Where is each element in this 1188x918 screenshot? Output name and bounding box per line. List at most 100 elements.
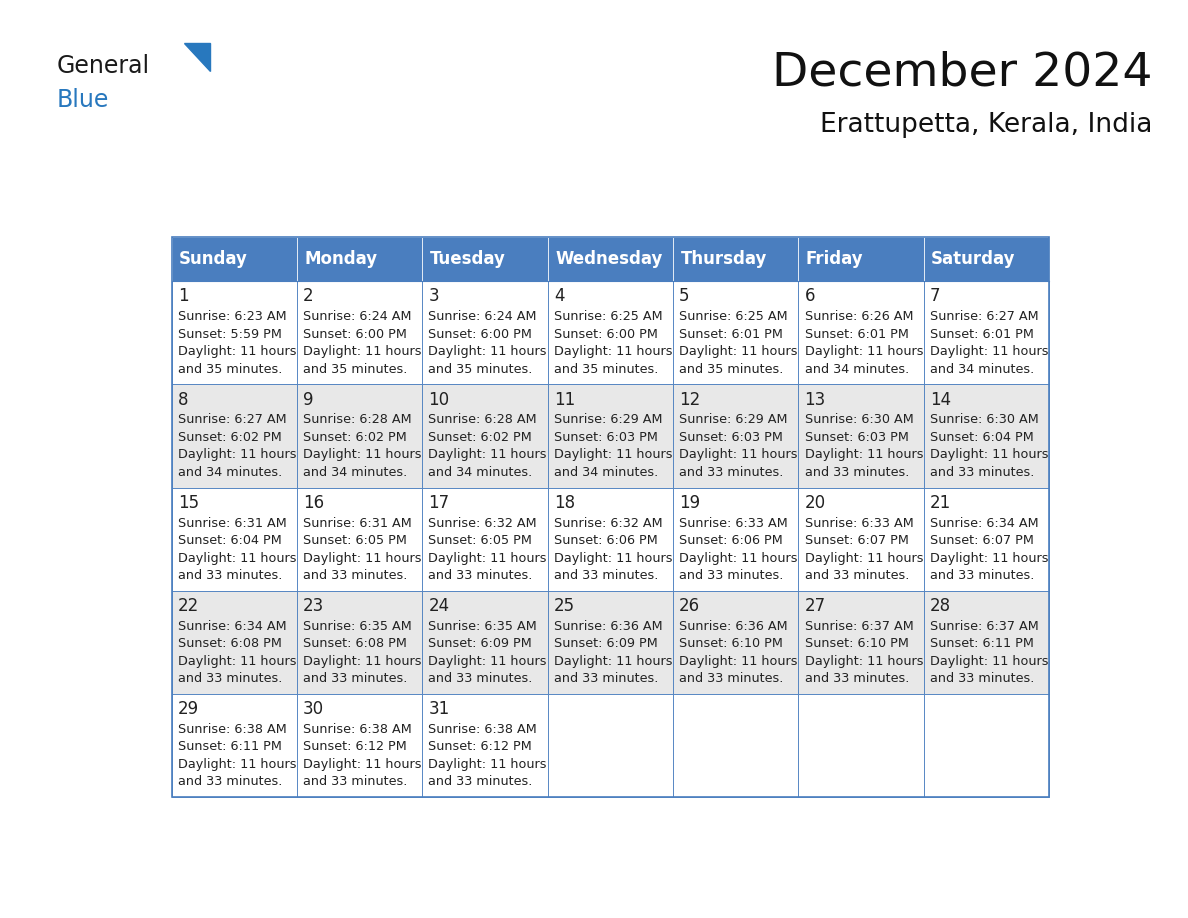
Text: 16: 16 (303, 494, 324, 512)
Text: Sunrise: 6:24 AM
Sunset: 6:00 PM
Daylight: 11 hours
and 35 minutes.: Sunrise: 6:24 AM Sunset: 6:00 PM Dayligh… (303, 310, 422, 375)
Text: General: General (57, 54, 150, 78)
Text: 12: 12 (680, 391, 701, 409)
Text: Sunrise: 6:36 AM
Sunset: 6:09 PM
Daylight: 11 hours
and 33 minutes.: Sunrise: 6:36 AM Sunset: 6:09 PM Dayligh… (554, 620, 672, 685)
Bar (798, 238, 923, 281)
Text: 9: 9 (303, 391, 314, 409)
Text: Sunrise: 6:24 AM
Sunset: 6:00 PM
Daylight: 11 hours
and 35 minutes.: Sunrise: 6:24 AM Sunset: 6:00 PM Dayligh… (429, 310, 546, 375)
Text: Sunrise: 6:32 AM
Sunset: 6:05 PM
Daylight: 11 hours
and 33 minutes.: Sunrise: 6:32 AM Sunset: 6:05 PM Dayligh… (429, 517, 546, 582)
Bar (422, 487, 548, 591)
Bar (548, 694, 672, 797)
Text: 14: 14 (930, 391, 950, 409)
Text: Sunrise: 6:25 AM
Sunset: 6:00 PM
Daylight: 11 hours
and 35 minutes.: Sunrise: 6:25 AM Sunset: 6:00 PM Dayligh… (554, 310, 672, 375)
Bar (923, 487, 1049, 591)
Bar (422, 281, 548, 385)
Bar (422, 238, 548, 281)
Text: Sunday: Sunday (179, 251, 248, 268)
Bar (672, 487, 798, 591)
Bar (171, 238, 297, 281)
Bar (297, 385, 422, 487)
Text: 22: 22 (178, 597, 200, 615)
Bar (171, 694, 297, 797)
Text: Sunrise: 6:31 AM
Sunset: 6:04 PM
Daylight: 11 hours
and 33 minutes.: Sunrise: 6:31 AM Sunset: 6:04 PM Dayligh… (178, 517, 296, 582)
Bar (171, 487, 297, 591)
Bar (798, 487, 923, 591)
Text: Sunrise: 6:36 AM
Sunset: 6:10 PM
Daylight: 11 hours
and 33 minutes.: Sunrise: 6:36 AM Sunset: 6:10 PM Dayligh… (680, 620, 797, 685)
Text: Sunrise: 6:29 AM
Sunset: 6:03 PM
Daylight: 11 hours
and 34 minutes.: Sunrise: 6:29 AM Sunset: 6:03 PM Dayligh… (554, 413, 672, 479)
Text: Saturday: Saturday (931, 251, 1016, 268)
Bar (422, 694, 548, 797)
Bar (798, 281, 923, 385)
Text: 20: 20 (804, 494, 826, 512)
Text: Sunrise: 6:33 AM
Sunset: 6:07 PM
Daylight: 11 hours
and 33 minutes.: Sunrise: 6:33 AM Sunset: 6:07 PM Dayligh… (804, 517, 923, 582)
Text: Sunrise: 6:31 AM
Sunset: 6:05 PM
Daylight: 11 hours
and 33 minutes.: Sunrise: 6:31 AM Sunset: 6:05 PM Dayligh… (303, 517, 422, 582)
Bar (923, 281, 1049, 385)
Text: 30: 30 (303, 700, 324, 718)
Text: Sunrise: 6:33 AM
Sunset: 6:06 PM
Daylight: 11 hours
and 33 minutes.: Sunrise: 6:33 AM Sunset: 6:06 PM Dayligh… (680, 517, 797, 582)
Text: 6: 6 (804, 287, 815, 306)
Text: Sunrise: 6:28 AM
Sunset: 6:02 PM
Daylight: 11 hours
and 34 minutes.: Sunrise: 6:28 AM Sunset: 6:02 PM Dayligh… (429, 413, 546, 479)
Bar (297, 694, 422, 797)
Text: 29: 29 (178, 700, 198, 718)
Text: 15: 15 (178, 494, 198, 512)
Text: Sunrise: 6:37 AM
Sunset: 6:10 PM
Daylight: 11 hours
and 33 minutes.: Sunrise: 6:37 AM Sunset: 6:10 PM Dayligh… (804, 620, 923, 685)
Bar (297, 281, 422, 385)
Bar (798, 385, 923, 487)
Text: 24: 24 (429, 597, 449, 615)
Text: 8: 8 (178, 391, 188, 409)
Bar (672, 385, 798, 487)
Text: 4: 4 (554, 287, 564, 306)
Bar (923, 694, 1049, 797)
Bar (923, 238, 1049, 281)
Text: 18: 18 (554, 494, 575, 512)
Bar (548, 238, 672, 281)
Bar (297, 591, 422, 694)
Text: 25: 25 (554, 597, 575, 615)
Text: Wednesday: Wednesday (555, 251, 663, 268)
Text: Sunrise: 6:35 AM
Sunset: 6:08 PM
Daylight: 11 hours
and 33 minutes.: Sunrise: 6:35 AM Sunset: 6:08 PM Dayligh… (303, 620, 422, 685)
Text: Sunrise: 6:23 AM
Sunset: 5:59 PM
Daylight: 11 hours
and 35 minutes.: Sunrise: 6:23 AM Sunset: 5:59 PM Dayligh… (178, 310, 296, 375)
Bar (548, 487, 672, 591)
Text: Sunrise: 6:25 AM
Sunset: 6:01 PM
Daylight: 11 hours
and 35 minutes.: Sunrise: 6:25 AM Sunset: 6:01 PM Dayligh… (680, 310, 797, 375)
Bar (548, 591, 672, 694)
Bar (923, 385, 1049, 487)
Text: 11: 11 (554, 391, 575, 409)
Text: 1: 1 (178, 287, 189, 306)
Text: 17: 17 (429, 494, 449, 512)
Text: Tuesday: Tuesday (430, 251, 506, 268)
Text: 21: 21 (930, 494, 952, 512)
Text: Sunrise: 6:28 AM
Sunset: 6:02 PM
Daylight: 11 hours
and 34 minutes.: Sunrise: 6:28 AM Sunset: 6:02 PM Dayligh… (303, 413, 422, 479)
Text: 3: 3 (429, 287, 440, 306)
Bar (798, 694, 923, 797)
Text: 31: 31 (429, 700, 450, 718)
Text: 28: 28 (930, 597, 950, 615)
Text: Sunrise: 6:38 AM
Sunset: 6:11 PM
Daylight: 11 hours
and 33 minutes.: Sunrise: 6:38 AM Sunset: 6:11 PM Dayligh… (178, 722, 296, 789)
Bar (297, 238, 422, 281)
Bar (672, 281, 798, 385)
Bar (422, 591, 548, 694)
Bar (672, 694, 798, 797)
Text: 23: 23 (303, 597, 324, 615)
Text: Sunrise: 6:26 AM
Sunset: 6:01 PM
Daylight: 11 hours
and 34 minutes.: Sunrise: 6:26 AM Sunset: 6:01 PM Dayligh… (804, 310, 923, 375)
Text: Thursday: Thursday (681, 251, 766, 268)
Text: 2: 2 (303, 287, 314, 306)
Bar (297, 487, 422, 591)
Text: Sunrise: 6:38 AM
Sunset: 6:12 PM
Daylight: 11 hours
and 33 minutes.: Sunrise: 6:38 AM Sunset: 6:12 PM Dayligh… (429, 722, 546, 789)
Text: 5: 5 (680, 287, 690, 306)
Text: Sunrise: 6:38 AM
Sunset: 6:12 PM
Daylight: 11 hours
and 33 minutes.: Sunrise: 6:38 AM Sunset: 6:12 PM Dayligh… (303, 722, 422, 789)
Text: Sunrise: 6:35 AM
Sunset: 6:09 PM
Daylight: 11 hours
and 33 minutes.: Sunrise: 6:35 AM Sunset: 6:09 PM Dayligh… (429, 620, 546, 685)
Text: Sunrise: 6:34 AM
Sunset: 6:07 PM
Daylight: 11 hours
and 33 minutes.: Sunrise: 6:34 AM Sunset: 6:07 PM Dayligh… (930, 517, 1048, 582)
Text: Sunrise: 6:29 AM
Sunset: 6:03 PM
Daylight: 11 hours
and 33 minutes.: Sunrise: 6:29 AM Sunset: 6:03 PM Dayligh… (680, 413, 797, 479)
Text: 27: 27 (804, 597, 826, 615)
Text: Sunrise: 6:34 AM
Sunset: 6:08 PM
Daylight: 11 hours
and 33 minutes.: Sunrise: 6:34 AM Sunset: 6:08 PM Dayligh… (178, 620, 296, 685)
Text: 19: 19 (680, 494, 700, 512)
Text: 13: 13 (804, 391, 826, 409)
Bar (171, 591, 297, 694)
Bar (171, 238, 1049, 797)
Bar (923, 591, 1049, 694)
Text: Sunrise: 6:32 AM
Sunset: 6:06 PM
Daylight: 11 hours
and 33 minutes.: Sunrise: 6:32 AM Sunset: 6:06 PM Dayligh… (554, 517, 672, 582)
Bar (548, 385, 672, 487)
Bar (548, 281, 672, 385)
Text: Sunrise: 6:27 AM
Sunset: 6:01 PM
Daylight: 11 hours
and 34 minutes.: Sunrise: 6:27 AM Sunset: 6:01 PM Dayligh… (930, 310, 1048, 375)
Text: 10: 10 (429, 391, 449, 409)
Bar (171, 385, 297, 487)
